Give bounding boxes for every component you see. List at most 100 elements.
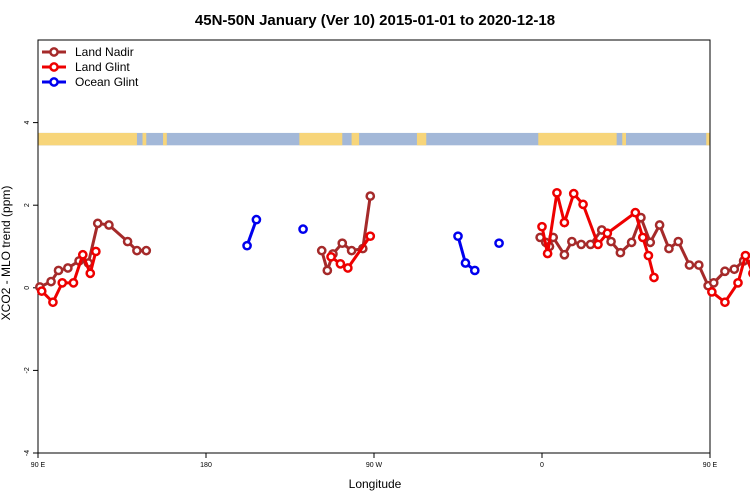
data-point	[537, 221, 547, 232]
data-point	[649, 272, 659, 283]
data-point	[326, 251, 336, 262]
data-point	[104, 220, 114, 230]
data-point	[63, 263, 73, 273]
land-span	[416, 132, 427, 146]
legend-label: Ocean Glint	[75, 75, 139, 89]
data-point	[346, 245, 357, 256]
x-tick-label: 90 W	[366, 462, 383, 469]
data-point	[707, 287, 717, 297]
data-point	[298, 224, 308, 235]
data-point	[729, 264, 740, 275]
land-span	[142, 132, 147, 146]
data-point	[654, 220, 665, 230]
y-axis-label: XCO2 - MLO trend (ppm)	[0, 186, 13, 321]
legend-item: Land Nadir	[42, 45, 134, 59]
data-point	[251, 214, 262, 225]
legend-swatch-marker	[49, 62, 59, 72]
legend-swatch-marker	[49, 47, 59, 57]
data-point	[593, 239, 603, 250]
data-point	[693, 260, 704, 270]
series-line	[539, 213, 750, 288]
data-point	[242, 240, 252, 251]
data-point	[46, 276, 56, 287]
y-tick-label: -4	[24, 450, 31, 456]
data-point	[585, 239, 596, 250]
y-tick-label: 2	[24, 203, 31, 207]
data-point	[132, 245, 142, 256]
data-point	[542, 248, 553, 259]
data-point	[708, 277, 719, 288]
data-point	[53, 265, 64, 276]
data-point	[337, 238, 348, 249]
land-span	[351, 132, 360, 146]
data-point	[720, 266, 730, 277]
data-point	[343, 263, 353, 273]
land-span	[163, 132, 167, 146]
series-layer	[35, 187, 750, 308]
land-span	[622, 132, 626, 146]
data-point	[335, 258, 346, 269]
land-span	[706, 132, 710, 146]
y-tick-label: -2	[24, 367, 31, 373]
data-point	[630, 207, 641, 218]
legend-label: Land Nadir	[75, 45, 134, 59]
land-ocean-band	[38, 132, 710, 146]
data-point	[92, 218, 103, 229]
chart-title: 45N-50N January (Ver 10) 2015-01-01 to 2…	[195, 12, 555, 29]
data-point	[576, 239, 587, 250]
data-point	[559, 217, 570, 228]
land-span	[299, 132, 343, 146]
y-tick-label: 0	[24, 286, 31, 290]
legend-item: Land Glint	[42, 60, 130, 74]
data-point	[36, 286, 47, 296]
data-point	[460, 258, 471, 268]
data-point	[567, 236, 577, 247]
data-point	[469, 265, 480, 276]
data-point	[606, 236, 616, 247]
x-tick-label: 90 E	[31, 462, 46, 469]
data-point	[568, 188, 579, 199]
data-point	[141, 245, 152, 256]
data-point	[494, 238, 504, 249]
data-point	[673, 236, 684, 247]
data-point	[365, 191, 376, 201]
x-tick-label: 90 E	[703, 462, 718, 469]
data-point	[602, 228, 613, 239]
data-point	[626, 237, 637, 248]
data-point	[720, 297, 730, 308]
x-tick-label: 0	[540, 462, 544, 469]
data-point	[48, 297, 58, 308]
data-point	[740, 250, 750, 261]
y-tick-label: 4	[24, 121, 31, 125]
data-point	[85, 268, 96, 279]
data-point	[322, 265, 333, 276]
legend-swatch-marker	[49, 77, 59, 87]
data-point	[68, 277, 79, 288]
data-point	[316, 245, 327, 256]
x-tick-label: 180	[200, 462, 212, 469]
x-axis-label: Longitude	[349, 477, 402, 491]
data-point	[664, 243, 674, 254]
legend-label: Land Glint	[75, 60, 130, 74]
data-point	[684, 260, 695, 270]
data-point	[122, 236, 133, 247]
data-point	[578, 199, 588, 210]
legend-item: Ocean Glint	[42, 75, 139, 89]
data-point	[453, 231, 463, 242]
series-land-glint	[36, 187, 750, 308]
data-point	[559, 249, 570, 260]
series-ocean-glint	[242, 214, 504, 276]
data-point	[643, 250, 654, 261]
data-point	[91, 246, 101, 257]
data-point	[57, 277, 68, 288]
land-span	[538, 132, 617, 146]
land-span	[38, 132, 137, 146]
data-point	[637, 232, 648, 243]
data-point	[552, 187, 562, 198]
data-point	[733, 277, 743, 288]
data-point	[365, 231, 376, 242]
data-point	[615, 247, 626, 258]
